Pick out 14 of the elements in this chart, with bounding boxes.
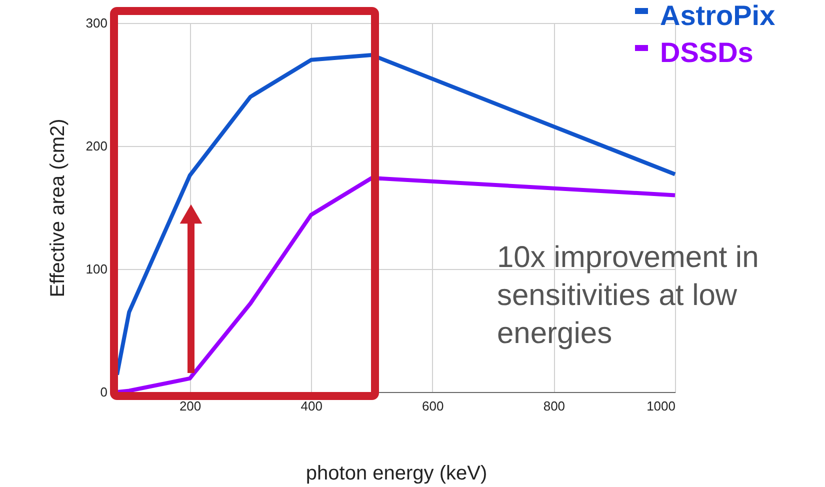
x-tick-label: 200: [179, 398, 202, 414]
legend-label: DSSDs: [660, 37, 754, 68]
y-tick-label: 100: [86, 262, 108, 276]
y-tick-label: 300: [86, 16, 108, 30]
x-tick-label: 1000: [646, 398, 676, 414]
y-tick-label: 200: [86, 138, 108, 154]
x-tick-label: 600: [422, 398, 444, 414]
annotation: 10x improvement in sensitivities at low energies: [497, 241, 759, 350]
y-axis-title: Effective area (cm2): [46, 118, 69, 298]
x-tick-label: 400: [300, 398, 322, 414]
x-axis-title: photon energy (keV): [306, 462, 488, 484]
legend-label: AstroPix: [660, 0, 776, 31]
y-tick-label: 0: [100, 384, 108, 400]
x-tick-label: 800: [543, 398, 566, 414]
